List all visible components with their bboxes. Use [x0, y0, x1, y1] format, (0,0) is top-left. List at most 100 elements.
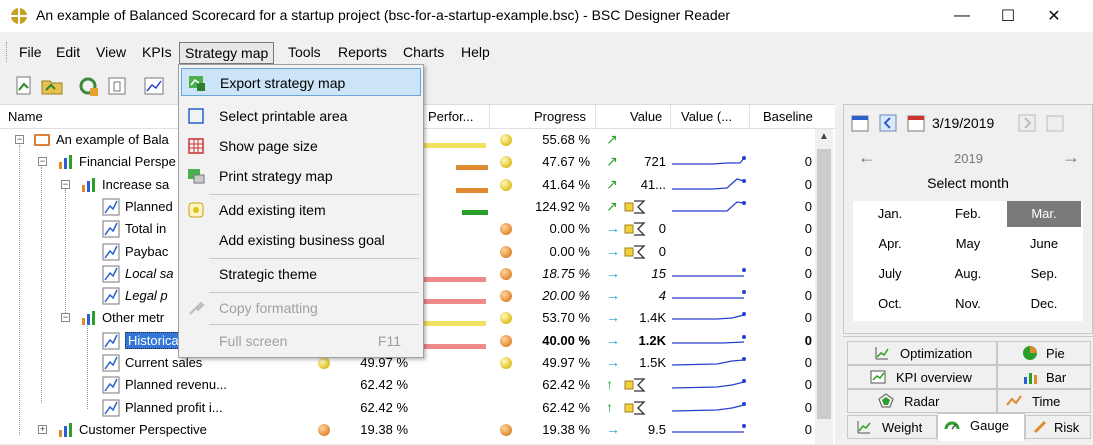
month-dec[interactable]: Dec. — [1030, 296, 1058, 311]
menu-export-strategy-map[interactable]: Export strategy map — [181, 68, 421, 96]
today-calendar-icon[interactable] — [907, 114, 925, 132]
kpi-name[interactable]: Customer Perspective — [79, 421, 207, 437]
table-row[interactable]: Current sales 49.97 % 49.97 % → 1.5K 0 — [0, 352, 815, 374]
menu-edit[interactable]: Edit — [56, 44, 81, 60]
table-row[interactable]: − Other metr 53.70 % → 1.4K 0 — [0, 307, 815, 329]
kpi-name[interactable]: Paybac — [125, 243, 169, 259]
month-nov[interactable]: Nov. — [955, 296, 981, 311]
table-row[interactable]: Planned 124.92 % ↗ 0 — [0, 196, 815, 218]
menu-show-page-size[interactable]: Show page size — [181, 132, 421, 160]
month-aug[interactable]: Aug. — [954, 266, 982, 281]
kpi-name[interactable]: Total in — [125, 221, 167, 237]
table-row[interactable]: Planned revenu... 62.42 % 62.42 % ↑ 0 — [0, 374, 815, 396]
open-folder-icon[interactable] — [40, 74, 64, 98]
month-may[interactable]: May — [955, 236, 981, 251]
tab-gauge[interactable]: Gauge — [937, 413, 1025, 441]
month-sep[interactable]: Sep. — [1030, 266, 1058, 281]
previous-year-icon[interactable]: ← — [858, 147, 876, 167]
menu-add-existing-item[interactable]: Add existing item — [181, 196, 421, 224]
table-row[interactable]: − Financial Perspe 47.67 % ↗ 721 0 — [0, 151, 815, 173]
scroll-up-icon[interactable]: ▲ — [819, 131, 829, 142]
kpi-name[interactable]: Legal p — [125, 288, 168, 304]
month-feb[interactable]: Feb. — [954, 206, 981, 221]
tab-pie[interactable]: Pie — [997, 341, 1091, 365]
grid-scrollbar[interactable]: ▲ — [815, 129, 833, 445]
chart-icon[interactable] — [142, 74, 166, 98]
menu-copy-formatting: Copy formatting — [181, 294, 421, 322]
tree-expander-icon[interactable]: − — [61, 312, 70, 323]
tab-radar[interactable]: Radar — [847, 389, 997, 413]
table-row[interactable]: − Increase sa 41.64 % ↗ 41... 0 — [0, 174, 815, 196]
header-progress[interactable]: Progress — [534, 109, 587, 124]
header-value[interactable]: Value — [630, 109, 663, 124]
menu-help[interactable]: Help — [461, 44, 490, 60]
kpi-name[interactable]: Planned revenu... — [125, 377, 227, 393]
previous-date-icon[interactable] — [879, 114, 897, 132]
header-value-2[interactable]: Value (... — [681, 109, 733, 124]
kpi-name[interactable]: Other metr — [102, 310, 165, 326]
table-row[interactable]: + Customer Perspective 19.38 % 19.38 % → 9.5 0 — [0, 419, 815, 441]
baseline-value: 0 — [804, 310, 812, 326]
calendar-icon[interactable] — [851, 114, 869, 132]
refresh-icon[interactable] — [76, 74, 100, 98]
menu-bar: File Edit View KPIs Strategy map Tools R… — [0, 38, 1093, 66]
menu-tools[interactable]: Tools — [288, 44, 321, 60]
month-oct[interactable]: Oct. — [878, 296, 902, 311]
kpi-name[interactable]: Current sales — [125, 355, 203, 370]
menu-reports[interactable]: Reports — [338, 44, 388, 60]
tree-expander-icon[interactable]: − — [38, 156, 47, 167]
menu-strategic-theme[interactable]: Strategic theme — [181, 260, 421, 288]
month-apr[interactable]: Apr. — [878, 236, 902, 251]
close-icon[interactable]: ✕ — [1047, 8, 1061, 25]
table-row[interactable]: Historica 40.00 % → 1.2K 0 — [0, 330, 815, 352]
next-year-icon[interactable]: → — [1062, 147, 1080, 167]
table-row[interactable]: Legal p 20.00 % → 4 0 — [0, 285, 815, 307]
table-row[interactable]: Local sa 18.75 % → 15 0 — [0, 263, 815, 285]
tab-kpi-overview[interactable]: KPI overview — [847, 365, 997, 389]
kpi-name[interactable]: Historica — [125, 331, 182, 349]
tab-weight[interactable]: Weight — [847, 415, 937, 439]
table-row[interactable]: Total in 0.00 % → 0 0 — [0, 218, 815, 240]
minimize-icon[interactable]: — — [954, 7, 970, 24]
header-performance[interactable]: Perfor... — [428, 109, 474, 124]
tree-expander-icon[interactable]: + — [38, 423, 47, 434]
kpi-name[interactable]: Financial Perspe — [79, 154, 176, 170]
kpi-name[interactable]: Planned — [125, 198, 173, 214]
tab-optimization[interactable]: Optimization — [847, 341, 997, 365]
table-row[interactable]: Paybac 0.00 % → 0 0 — [0, 241, 815, 263]
month-june[interactable]: June — [1029, 236, 1059, 251]
menu-view[interactable]: View — [96, 44, 127, 60]
kpi-name[interactable]: Planned profit i... — [125, 399, 223, 415]
month-july[interactable]: July — [878, 266, 902, 281]
menu-file[interactable]: File — [19, 44, 42, 60]
performance-value: 62.42 % — [360, 399, 408, 415]
tab-bar[interactable]: Bar — [997, 365, 1091, 389]
menu-select-printable-area[interactable]: Select printable area — [181, 102, 421, 130]
table-row[interactable]: − An example of Bala 55.68 % ↗ — [0, 129, 815, 151]
scrollbar-thumb[interactable] — [817, 149, 831, 419]
maximize-icon[interactable]: ☐ — [1000, 8, 1016, 25]
tab-time[interactable]: Time — [997, 389, 1091, 413]
kpi-indicator-icon — [102, 243, 120, 260]
menu-item-label: Full screen — [219, 333, 288, 349]
tab-risk[interactable]: Risk — [1025, 415, 1091, 439]
header-baseline[interactable]: Baseline — [763, 109, 813, 124]
menu-print-strategy-map[interactable]: Print strategy map — [181, 162, 421, 190]
table-row[interactable]: Planned profit i... 62.42 % 62.42 % ↑ 0 — [0, 397, 815, 419]
menu-kpis[interactable]: KPIs — [142, 44, 172, 60]
tree-expander-icon[interactable]: − — [61, 178, 70, 189]
kpi-name[interactable]: Increase sa — [102, 176, 170, 192]
month-mar[interactable]: Mar. — [1007, 201, 1081, 227]
header-name[interactable]: Name — [8, 109, 43, 124]
menu-charts[interactable]: Charts — [403, 44, 445, 60]
tree-expander-icon[interactable]: − — [15, 134, 24, 144]
properties-icon[interactable] — [105, 74, 129, 98]
new-document-icon[interactable] — [12, 74, 36, 98]
month-jan[interactable]: Jan. — [877, 206, 903, 221]
kpi-name[interactable]: Local sa — [125, 265, 174, 281]
menu-separator — [209, 324, 419, 325]
menu-item-label: Select printable area — [219, 108, 348, 124]
kpi-name[interactable]: An example of Bala — [56, 132, 169, 147]
menu-strategy-map[interactable]: Strategy map — [179, 42, 275, 64]
menu-add-existing-business-goal[interactable]: Add existing business goal — [181, 226, 421, 254]
